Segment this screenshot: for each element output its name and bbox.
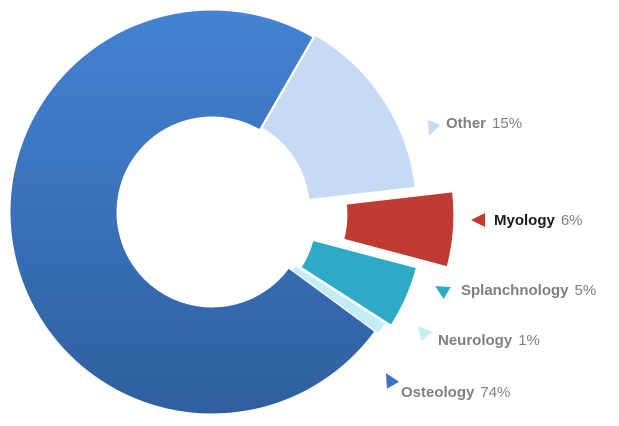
category-name: Osteology (401, 384, 475, 401)
legend-marker (386, 373, 400, 389)
donut-slice (9, 9, 376, 415)
category-name: Splanchnology (461, 282, 569, 299)
value-label: 15% (492, 115, 522, 132)
slice-label: Neurology 1% (438, 332, 540, 349)
category-name: Neurology (438, 332, 513, 349)
donut-slice (261, 34, 416, 201)
donut-slice (343, 191, 455, 268)
category-name: Myology (494, 212, 555, 229)
value-label: 74% (480, 384, 510, 401)
slice-label: Osteology 74% (401, 384, 510, 401)
slice-label: Myology 6% (494, 212, 583, 229)
legend-marker (435, 286, 451, 300)
value-label: 6% (561, 212, 583, 229)
category-name: Other (446, 115, 486, 132)
legend-marker (427, 119, 441, 136)
value-label: 1% (518, 332, 540, 349)
legend-marker (471, 213, 485, 227)
legend-marker (417, 325, 433, 342)
slice-label: Other 15% (446, 115, 522, 132)
donut-slice (300, 239, 418, 326)
value-label: 5% (575, 282, 597, 299)
slice-label: Splanchnology 5% (461, 282, 596, 299)
